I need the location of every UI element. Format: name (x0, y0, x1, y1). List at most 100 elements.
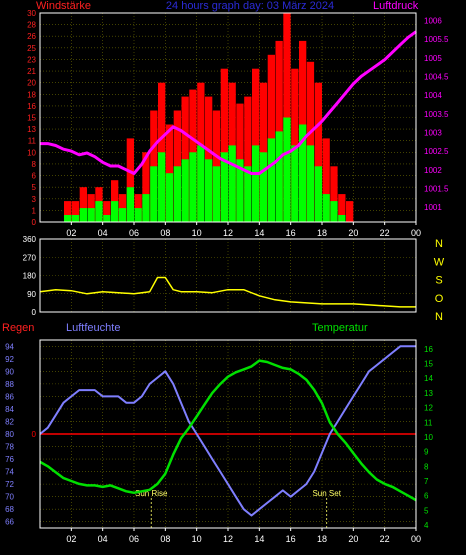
direction-y-tick-label: 360 (23, 235, 37, 244)
temperature-title: Temperatur (312, 322, 368, 334)
wind-speed-bar (228, 145, 236, 222)
wind-x-tick-label: 20 (348, 228, 358, 238)
wind-speed-bar (338, 215, 346, 222)
temperature-y-tick-label: 11 (424, 418, 433, 427)
wind-gust-bar (322, 138, 330, 222)
chart-title: 24 hours graph day: 03 März 2024 (166, 0, 334, 12)
wind-gust-bar (134, 194, 142, 222)
direction-y-tick-label: 180 (23, 272, 37, 281)
wind-speed-bar (79, 208, 87, 222)
temperature-y-tick-label: 10 (424, 433, 433, 442)
wind-gust-bar (244, 96, 252, 222)
wind-gust-bar (150, 110, 158, 222)
humidity-x-tick-label: 16 (286, 534, 296, 544)
pressure-y-tick-label: 1006 (424, 16, 442, 25)
pressure-y-tick-label: 1001.5 (424, 184, 449, 193)
wind-speed-bar (205, 159, 213, 222)
wind-y-tick-label: 11 (28, 137, 37, 146)
wind-x-tick-label: 22 (380, 228, 390, 238)
wind-x-tick-label: 00 (411, 228, 421, 238)
humidity-x-tick-label: 22 (380, 534, 390, 544)
temperature-y-tick-label: 16 (424, 345, 433, 354)
pressure-y-tick-label: 1003 (424, 128, 442, 137)
wind-speed-bar (189, 152, 197, 222)
humidity-y-tick-label: 74 (5, 468, 14, 477)
wind-speed-bar (173, 166, 181, 222)
humidity-y-tick-label: 88 (5, 380, 14, 389)
plot-layer: 0135681011131516182021232526283010011001… (5, 9, 449, 544)
wind-x-tick-label: 10 (192, 228, 202, 238)
wind-y-tick-label: 28 (27, 21, 36, 30)
wind-speed-title: Windstärke (36, 0, 91, 12)
temperature-y-tick-label: 14 (424, 374, 433, 383)
wind-speed-bar (220, 152, 228, 222)
humidity-x-tick-label: 12 (223, 534, 233, 544)
wind-speed-bar (87, 208, 95, 222)
wind-x-tick-label: 02 (66, 228, 76, 238)
temperature-y-tick-label: 5 (424, 506, 429, 515)
wind-gust-bar (212, 110, 221, 222)
compass-label: W (434, 256, 445, 268)
wind-x-tick-label: 12 (223, 228, 233, 238)
wind-gust-bar (126, 138, 134, 222)
wind-speed-bar (291, 145, 299, 222)
wind-y-tick-label: 6 (32, 172, 37, 181)
wind-gust-bar (314, 82, 322, 222)
wind-y-tick-label: 13 (27, 125, 36, 134)
wind-speed-bar (95, 201, 103, 222)
wind-y-tick-label: 1 (32, 206, 37, 215)
wind-y-tick-label: 21 (27, 67, 36, 76)
wind-gust-bar (79, 187, 87, 222)
wind-gust-bar (118, 194, 127, 222)
humidity-y-tick-label: 72 (5, 480, 14, 489)
pressure-y-tick-label: 1004.5 (424, 72, 449, 81)
pressure-y-tick-label: 1003.5 (424, 110, 449, 119)
wind-speed-bar (330, 201, 338, 222)
direction-panel-frame (39, 238, 417, 313)
rain-title: Regen (2, 322, 34, 334)
pressure-y-tick-label: 1005.5 (424, 35, 449, 44)
direction-y-tick-label: 0 (32, 308, 37, 317)
wind-speed-bar (275, 131, 283, 222)
wind-gust-bar (71, 201, 80, 222)
wind-gust-bar (87, 194, 95, 222)
compass-label: N (435, 238, 443, 250)
wind-gust-bar (306, 61, 315, 222)
humidity-y-tick-label: 94 (5, 342, 14, 351)
wind-direction-line (39, 276, 416, 308)
wind-gust-bar (142, 152, 150, 222)
pressure-line (40, 30, 417, 175)
humidity-y-tick-label: 86 (5, 392, 14, 401)
humidity-x-tick-label: 10 (192, 534, 202, 544)
wind-y-tick-label: 8 (32, 160, 37, 169)
temperature-y-tick-label: 13 (424, 389, 433, 398)
sun-set-label: Sun Set (312, 489, 341, 498)
wind-speed-bar (259, 152, 268, 222)
wind-speed-bar (322, 194, 330, 222)
humidity-y-tick-label: 92 (5, 355, 14, 364)
wind-y-tick-label: 18 (27, 90, 36, 99)
humidity-x-tick-label: 18 (317, 534, 327, 544)
humidity-x-tick-label: 04 (98, 534, 108, 544)
wind-y-tick-label: 3 (32, 195, 37, 204)
wind-gust-bar (346, 201, 354, 222)
humidity-x-tick-label: 06 (129, 534, 139, 544)
pressure-y-tick-label: 1001 (424, 203, 442, 212)
wind-speed-bar (212, 166, 221, 222)
wind-speed-bar (118, 208, 127, 222)
humidity-y-tick-label: 84 (5, 405, 14, 414)
wind-speed-bar (197, 145, 205, 222)
humidity-y-tick-label: 78 (5, 443, 14, 452)
wind-y-tick-label: 15 (27, 114, 36, 123)
rain-y-tick-label: 0 (32, 430, 37, 439)
humidity-y-tick-label: 70 (5, 493, 14, 502)
wind-speed-bar (314, 166, 322, 222)
humidity-y-tick-label: 82 (5, 417, 14, 426)
humidity-y-tick-label: 90 (5, 367, 14, 376)
pressure-y-tick-label: 1002 (424, 166, 442, 175)
pressure-y-tick-label: 1002.5 (424, 147, 449, 156)
humidity-x-tick-label: 20 (348, 534, 358, 544)
compass-label: S (435, 275, 442, 287)
wind-speed-bar (236, 159, 244, 222)
